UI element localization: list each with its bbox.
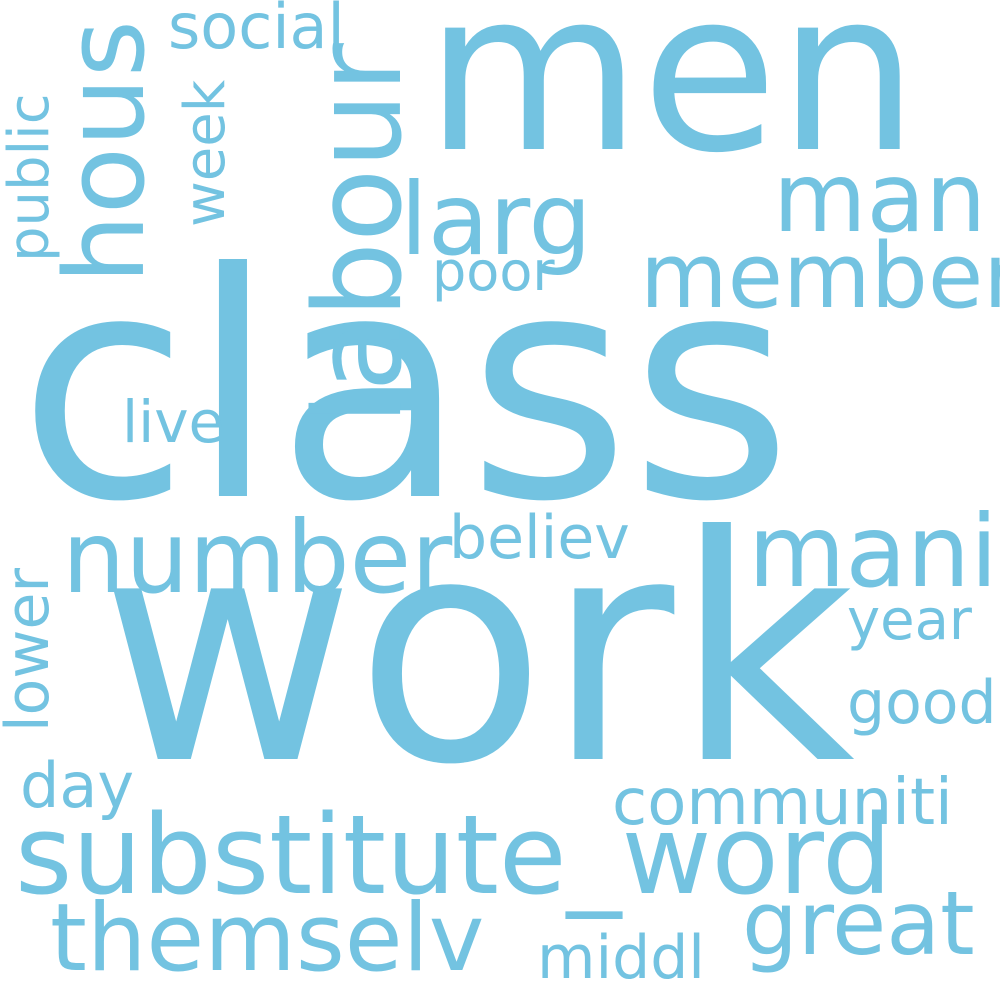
- word-social: social: [168, 0, 345, 63]
- word-men: men: [425, 0, 919, 202]
- word-year: year: [847, 588, 972, 653]
- word-live: live: [122, 388, 225, 456]
- word-good: good: [847, 668, 997, 738]
- word-hous: hous: [41, 19, 169, 284]
- word-class: class: [18, 206, 793, 570]
- word-mani: mani: [748, 493, 998, 610]
- word-work: work: [100, 469, 856, 833]
- word-week: week: [173, 79, 238, 227]
- word-public: public: [0, 93, 62, 263]
- word-communiti: communiti: [612, 766, 953, 840]
- word-labour: labour: [290, 43, 429, 425]
- word-poor: poor: [432, 240, 555, 303]
- word-middl: middl: [537, 923, 705, 993]
- word-member: member: [640, 224, 1000, 329]
- word-themselv: themselv: [50, 884, 485, 993]
- word-larg: larg: [400, 161, 592, 278]
- word-day: day: [20, 749, 135, 822]
- word-man: man: [773, 142, 987, 254]
- word-great: great: [742, 872, 975, 975]
- word-number: number: [62, 499, 453, 616]
- word-substitute-word: substitute_word: [15, 791, 892, 919]
- word-lower: lower: [0, 567, 63, 732]
- word-believ: believ: [449, 503, 630, 573]
